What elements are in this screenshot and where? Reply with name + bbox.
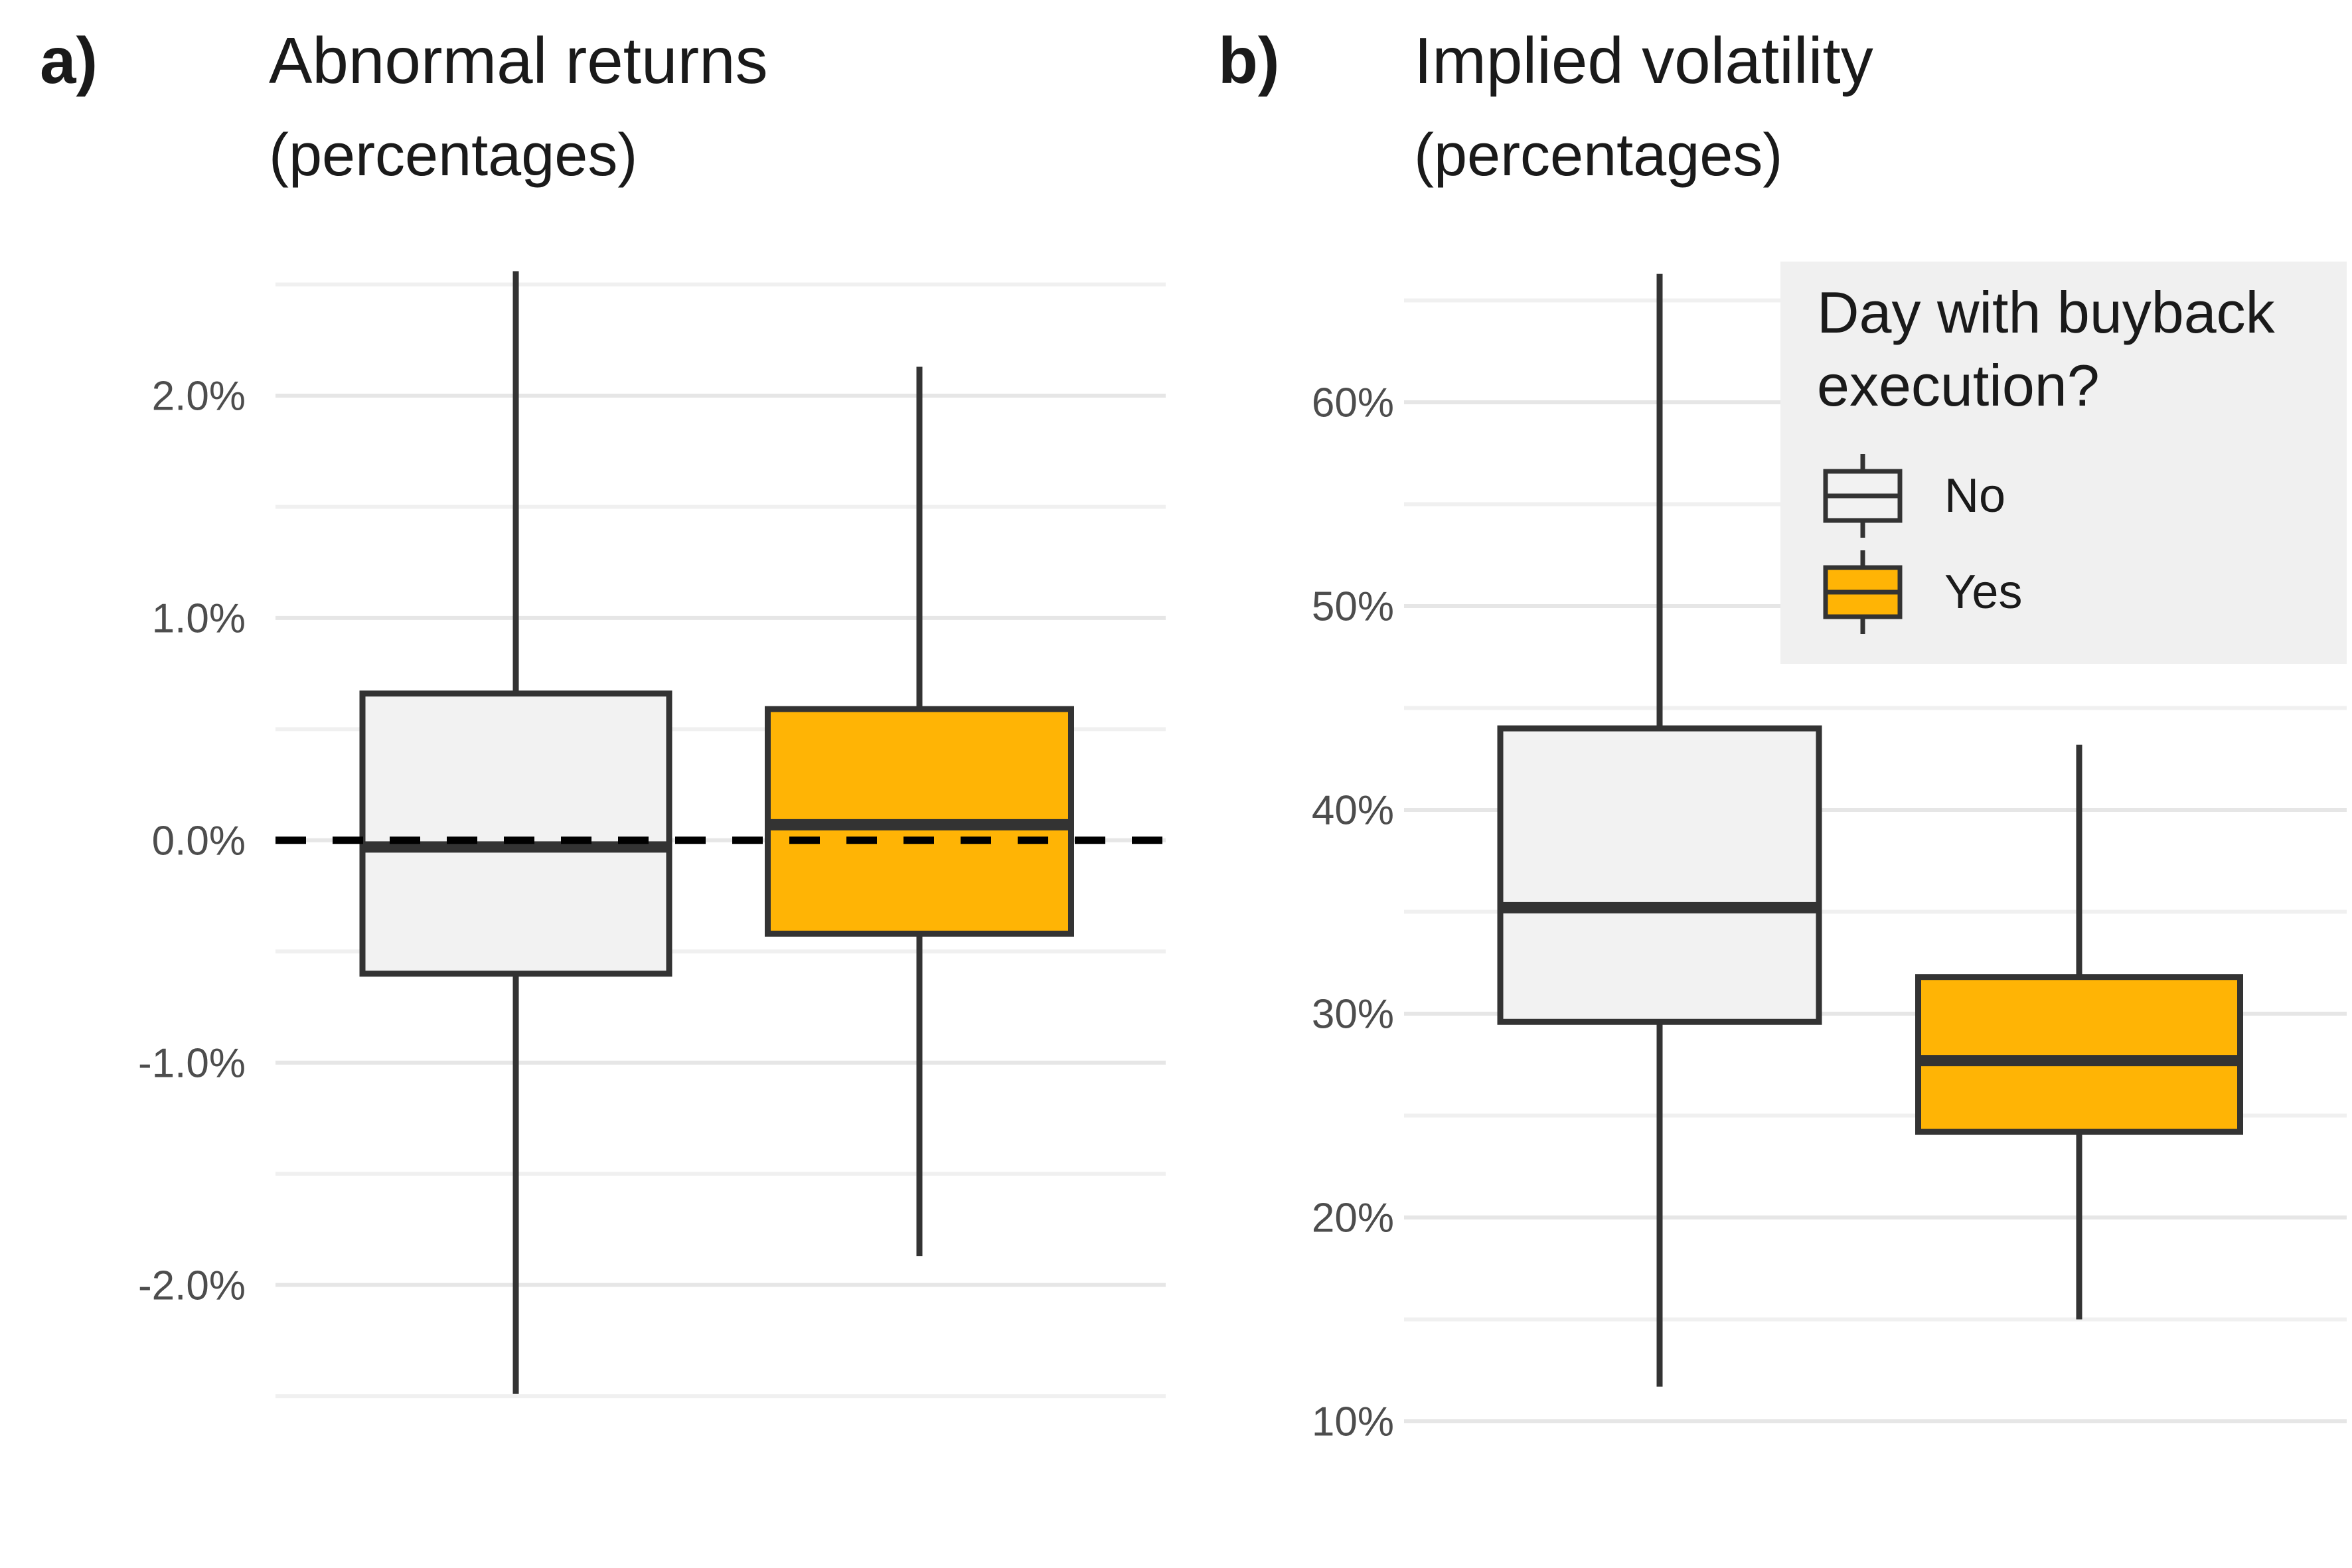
y-axis-tick-label: -2.0%	[138, 1263, 246, 1308]
panel-b-subtitle: (percentages)	[1414, 122, 1783, 189]
y-axis-tick-label: 30%	[1312, 992, 1394, 1038]
panel-a-subtitle: (percentages)	[269, 122, 638, 189]
y-axis-tick-label: 60%	[1312, 380, 1394, 426]
legend-label-yes: Yes	[1944, 566, 2023, 619]
panel-a-title: Abnormal returns	[269, 24, 768, 97]
y-axis-tick-label: 10%	[1312, 1399, 1394, 1445]
panel-b-title: Implied volatility	[1414, 24, 1873, 97]
legend: Day with buyback execution? No Yes	[1780, 262, 2347, 664]
box-no	[359, 690, 672, 977]
panel-b-tag: b)	[1218, 24, 1280, 97]
panel-a-tag: a)	[40, 24, 98, 97]
boxplot-key-no-icon	[1823, 454, 1903, 538]
y-axis-tick-label: 0.0%	[152, 819, 246, 864]
boxplot-key-yes-icon	[1823, 550, 1903, 634]
y-axis-tick-label: 20%	[1312, 1196, 1394, 1241]
y-axis-tick-label: -1.0%	[138, 1040, 246, 1086]
legend-label-no: No	[1944, 469, 2006, 522]
y-axis-tick-label: 2.0%	[152, 374, 246, 420]
y-axis-tick-label: 1.0%	[152, 596, 246, 642]
box-yes	[1915, 974, 2243, 1135]
y-axis-tick-label: 50%	[1312, 584, 1394, 630]
legend-title: Day with buyback execution?	[1817, 279, 2275, 418]
y-axis-tick-label: 40%	[1312, 788, 1394, 834]
box-no	[1497, 725, 1822, 1025]
